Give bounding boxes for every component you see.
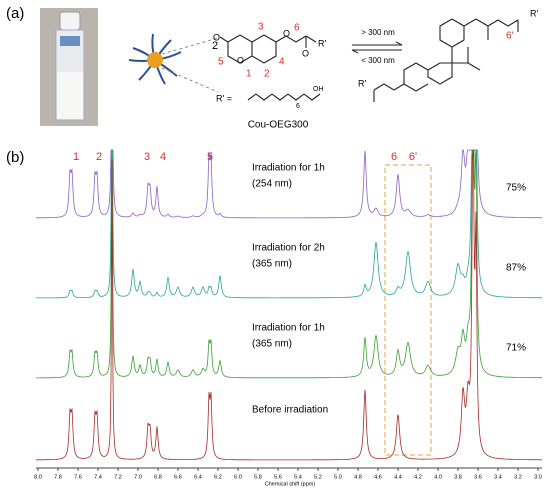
atom-number: 3: [258, 22, 264, 33]
spectrum: [36, 149, 542, 379]
peak-label: 6: [391, 151, 397, 163]
forward-condition: > 300 nm: [361, 28, 395, 37]
x-tick-label: 7.0: [134, 474, 142, 480]
x-tick-label: 4.6: [374, 474, 382, 480]
wavelength: (254 nm): [252, 179, 292, 190]
atom: O: [237, 55, 244, 65]
condition: Irradiation for 1h: [252, 163, 325, 174]
r-definition: R' =: [216, 93, 232, 103]
x-tick-label: 4.8: [354, 474, 362, 480]
x-tick-label: 3.8: [454, 474, 462, 480]
oeg-chain: [247, 93, 321, 101]
x-tick-label: 5.0: [334, 474, 342, 480]
atom-number: 1: [246, 69, 252, 80]
atom-number: 5: [218, 57, 224, 68]
panel-label: (a): [6, 5, 24, 22]
x-tick-label: 3.2: [514, 474, 522, 480]
hydroxyl: OH: [313, 86, 324, 93]
atom: O: [283, 28, 290, 38]
spectrum: [36, 149, 542, 461]
atom-number: 6': [506, 31, 514, 42]
leader: [161, 67, 219, 93]
leader: [161, 37, 219, 55]
peak-label: 1: [73, 151, 79, 163]
x-tick-label: 4.0: [434, 474, 442, 480]
x-tick-label: 7.4: [94, 474, 102, 480]
x-tick-label: 8.0: [34, 474, 42, 480]
conversion: 87%: [506, 263, 526, 274]
dimer-structure: [373, 18, 519, 102]
x-tick-label: 4.2: [414, 474, 422, 480]
x-tick-label: 6.0: [234, 474, 242, 480]
coefficient: 2: [212, 40, 218, 52]
vial-contents: [57, 72, 83, 119]
atom-number: 6: [294, 23, 300, 34]
peak-label: 2: [96, 151, 102, 163]
x-tick-label: 7.2: [114, 474, 122, 480]
x-axis-label: Chemical shift (ppm): [265, 481, 316, 487]
x-tick-label: 6.2: [214, 474, 222, 480]
peak-label: 4: [160, 151, 166, 163]
wavelength: (365 nm): [252, 259, 292, 270]
coumarin-structure: [219, 34, 317, 64]
highlight-box: [384, 164, 432, 456]
panel-label: (b): [6, 149, 24, 166]
arrow-head: [351, 49, 359, 54]
x-tick-label: 6.8: [154, 474, 162, 480]
condition: Before irradiation: [252, 405, 328, 416]
reverse-condition: < 300 nm: [361, 56, 395, 65]
wavelength: (365 nm): [252, 339, 292, 350]
conversion: 75%: [506, 183, 526, 194]
x-tick-label: 6.6: [174, 474, 182, 480]
conversion: 71%: [506, 343, 526, 354]
x-tick-label: 5.6: [274, 474, 282, 480]
atom: O: [213, 32, 220, 42]
compound-name: Cou-OEG300: [248, 120, 309, 131]
condition: Irradiation for 1h: [252, 323, 325, 334]
vial-label: [60, 36, 80, 46]
atom: O: [302, 48, 309, 58]
peak-label: 6': [409, 151, 417, 163]
atom-number: 4: [279, 57, 285, 68]
x-tick-label: 6.4: [194, 474, 202, 480]
repeat-count: 6: [296, 103, 300, 110]
condition: Irradiation for 2h: [252, 243, 325, 254]
atom-number: 2: [264, 69, 270, 80]
x-tick-label: 5.8: [254, 474, 262, 480]
x-tick-label: 3.6: [474, 474, 482, 480]
x-tick-label: 7.6: [74, 474, 82, 480]
nanoparticle-core: [147, 52, 163, 68]
x-tick-label: 3.0: [534, 474, 542, 480]
x-tick-label: 5.4: [294, 474, 302, 480]
spectrum: [36, 149, 542, 219]
x-tick-label: 3.4: [494, 474, 502, 480]
r-group: R': [318, 38, 326, 48]
peak-label: 5: [207, 151, 213, 163]
arrow-head: [395, 41, 403, 46]
vial-cap: [59, 11, 81, 31]
r-group: R': [358, 78, 366, 88]
x-tick-label: 7.8: [54, 474, 62, 480]
x-tick-label: 4.4: [394, 474, 402, 480]
x-tick-label: 5.2: [314, 474, 322, 480]
peak-label: 3: [144, 151, 150, 163]
r-group: R': [530, 8, 538, 18]
spectrum: [36, 149, 542, 299]
